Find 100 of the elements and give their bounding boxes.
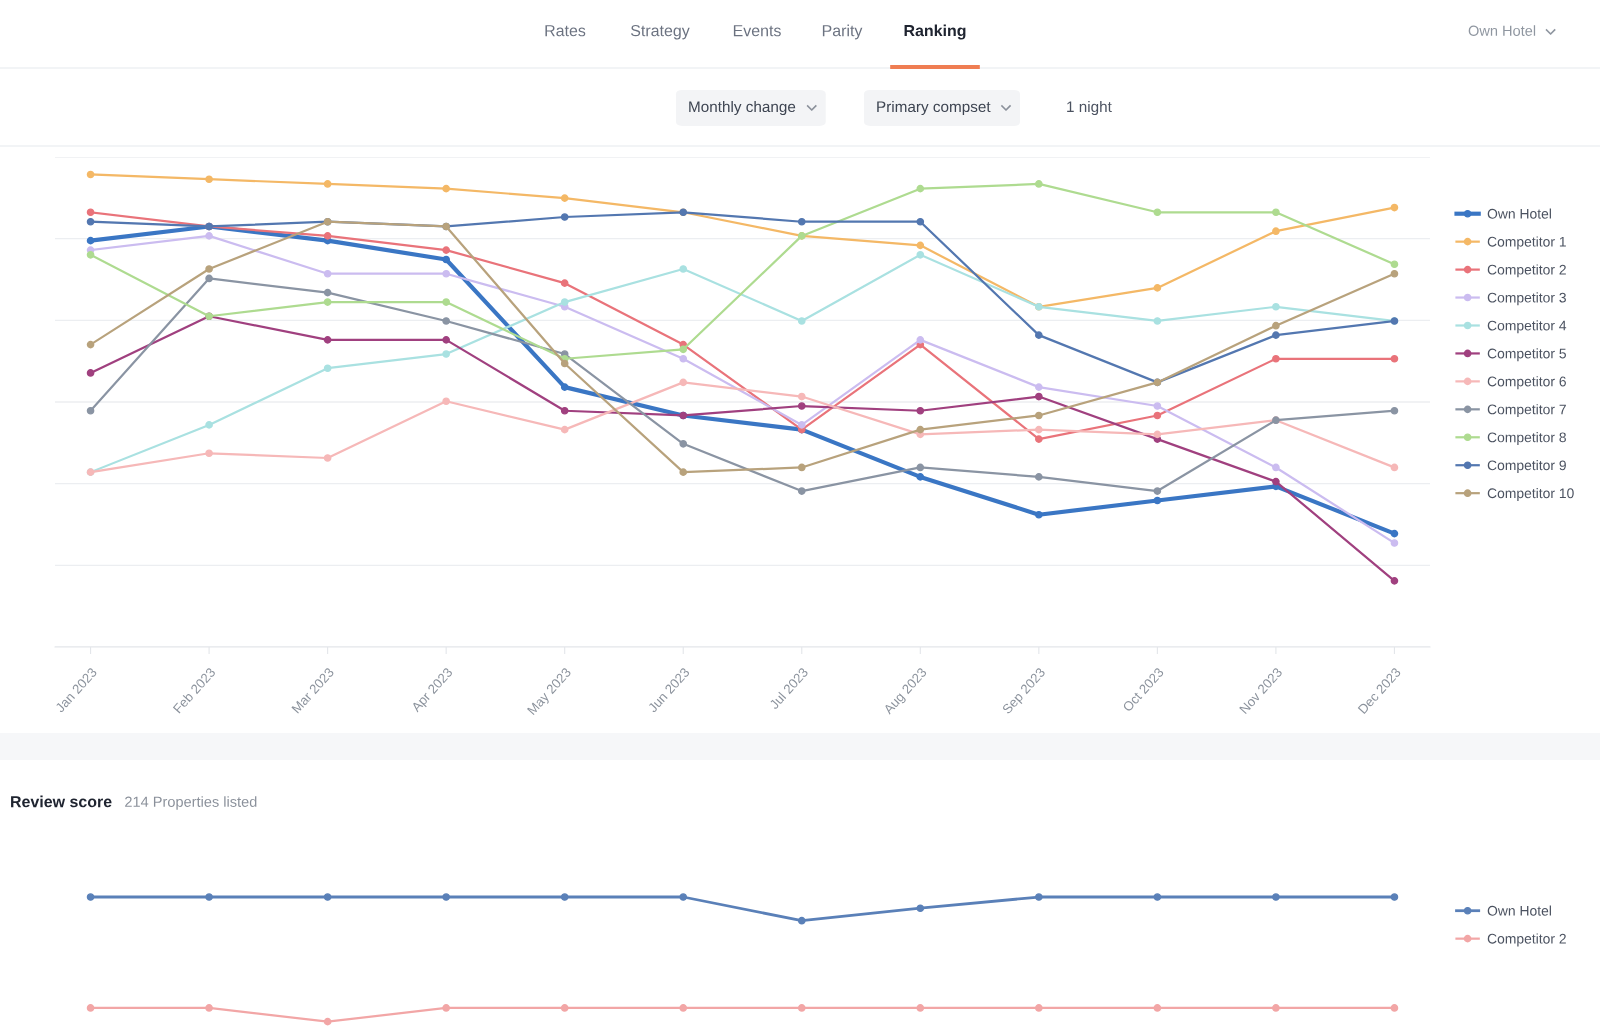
point [205,1004,213,1012]
point [205,265,213,273]
point [442,255,450,264]
legend-label: Competitor 3 [1487,292,1566,306]
point [86,250,95,259]
legend-label: Competitor 8 [1487,432,1566,446]
point [1390,406,1399,415]
point [797,402,806,410]
point [679,893,688,901]
point [323,364,332,373]
point [916,336,925,344]
point [1272,321,1280,330]
point [86,369,95,377]
point [442,893,450,901]
point [679,345,688,354]
point [679,378,688,387]
text: Events [733,25,781,37]
point [560,279,569,287]
point [1153,402,1162,410]
point [1035,425,1043,434]
point [560,194,569,202]
point [679,354,688,363]
point [442,397,450,406]
point [1035,1004,1043,1012]
point [916,250,925,259]
point [323,336,332,344]
point [323,1017,332,1026]
point [1153,430,1162,439]
point [1153,208,1162,217]
point [86,893,95,901]
point [205,175,213,184]
legend-label: Competitor 6 [1487,376,1566,390]
point [86,170,95,179]
point [797,217,806,226]
point [916,473,925,481]
point [86,208,95,217]
point [1153,496,1162,505]
point [1035,392,1043,401]
chart-subtitle: 214 Properties listed [125,796,257,810]
point [1153,487,1162,495]
point [1390,529,1399,538]
point [916,1004,925,1012]
legend-label: Competitor 2 [1487,933,1566,947]
text: 1 night [1067,100,1112,116]
point [323,288,332,297]
point [323,298,332,306]
point [797,916,806,925]
point [1390,539,1399,547]
point [797,487,806,495]
point [1035,331,1043,339]
point [1390,463,1399,472]
point [1035,383,1043,391]
text: Monthly change [689,100,796,116]
point [560,425,569,434]
legend-label: Competitor 4 [1487,320,1567,334]
point [1153,1004,1162,1012]
text: Own Hotel [1468,25,1536,36]
point [679,468,688,476]
point [205,421,213,429]
point [1272,463,1280,472]
point [560,406,569,415]
point [1153,317,1162,325]
point [442,350,450,358]
point [1153,893,1162,901]
point [1390,260,1399,269]
point [442,184,450,193]
point [679,265,688,273]
point [323,232,332,240]
point [1035,893,1043,901]
point [205,232,213,240]
point [560,359,569,368]
point [205,449,213,458]
point [797,392,806,401]
point [916,425,925,434]
legend-label: Competitor 1 [1487,236,1566,250]
legend-label: Competitor 9 [1487,460,1566,473]
point [797,421,806,429]
legend-label: Competitor 10 [1487,487,1574,501]
point [1272,208,1280,217]
point [1272,477,1280,486]
point [560,298,569,306]
point [323,269,332,278]
point [86,236,95,245]
point [916,184,925,193]
text: Parity [822,24,863,40]
point [1390,577,1399,585]
chart-title: Review score [11,795,112,808]
point [797,1004,806,1012]
point [797,463,806,472]
point [442,246,450,254]
point [560,893,569,901]
point [323,454,332,462]
point [916,217,925,226]
point [1272,893,1280,901]
legend-label: Competitor 7 [1487,404,1566,418]
point [442,336,450,344]
point [797,317,806,325]
point [86,340,95,349]
point [323,180,332,188]
point [679,1004,688,1012]
